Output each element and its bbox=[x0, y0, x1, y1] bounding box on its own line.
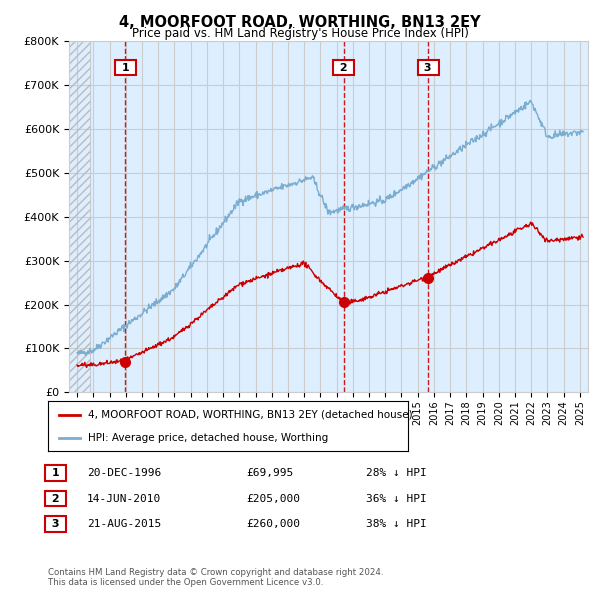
Text: 4, MOORFOOT ROAD, WORTHING, BN13 2EY: 4, MOORFOOT ROAD, WORTHING, BN13 2EY bbox=[119, 15, 481, 30]
Text: 2: 2 bbox=[336, 63, 352, 73]
Text: Price paid vs. HM Land Registry's House Price Index (HPI): Price paid vs. HM Land Registry's House … bbox=[131, 27, 469, 40]
Text: 1: 1 bbox=[48, 468, 64, 478]
Text: 28% ↓ HPI: 28% ↓ HPI bbox=[366, 468, 427, 478]
Text: HPI: Average price, detached house, Worthing: HPI: Average price, detached house, Wort… bbox=[88, 433, 328, 443]
Text: 14-JUN-2010: 14-JUN-2010 bbox=[87, 494, 161, 503]
Text: 2: 2 bbox=[48, 494, 64, 503]
Text: 20-DEC-1996: 20-DEC-1996 bbox=[87, 468, 161, 478]
Text: 36% ↓ HPI: 36% ↓ HPI bbox=[366, 494, 427, 503]
Text: 3: 3 bbox=[48, 519, 64, 529]
Text: Contains HM Land Registry data © Crown copyright and database right 2024.
This d: Contains HM Land Registry data © Crown c… bbox=[48, 568, 383, 587]
Bar bbox=[69, 41, 90, 392]
Text: 4, MOORFOOT ROAD, WORTHING, BN13 2EY (detached house): 4, MOORFOOT ROAD, WORTHING, BN13 2EY (de… bbox=[88, 409, 412, 419]
Text: 21-AUG-2015: 21-AUG-2015 bbox=[87, 519, 161, 529]
Text: £260,000: £260,000 bbox=[246, 519, 300, 529]
Text: 3: 3 bbox=[421, 63, 436, 73]
Text: 1: 1 bbox=[118, 63, 133, 73]
Text: £69,995: £69,995 bbox=[246, 468, 293, 478]
Text: £205,000: £205,000 bbox=[246, 494, 300, 503]
Text: 38% ↓ HPI: 38% ↓ HPI bbox=[366, 519, 427, 529]
